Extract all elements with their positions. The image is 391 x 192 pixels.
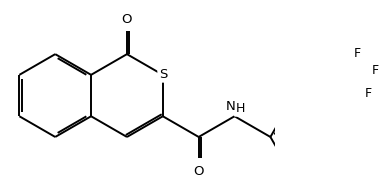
Text: O: O <box>194 165 204 178</box>
Text: F: F <box>372 64 379 77</box>
Text: S: S <box>159 68 167 81</box>
Text: N: N <box>226 100 235 113</box>
Text: F: F <box>354 47 361 60</box>
Text: H: H <box>235 102 245 115</box>
Text: F: F <box>364 87 372 100</box>
Text: O: O <box>122 13 132 26</box>
